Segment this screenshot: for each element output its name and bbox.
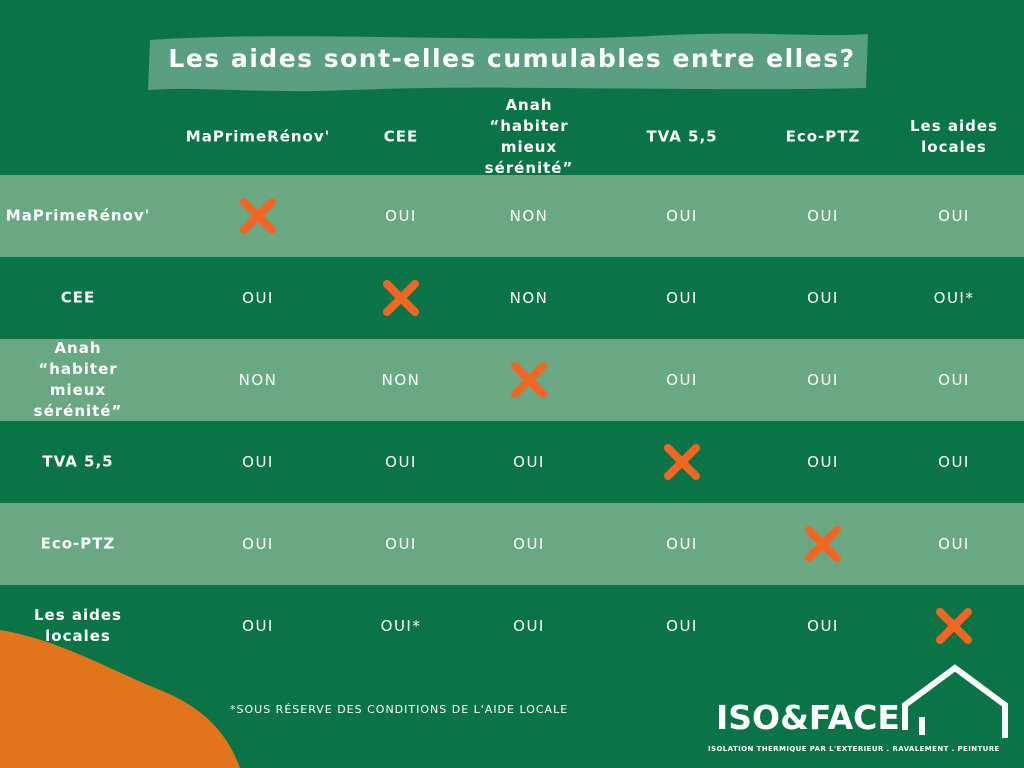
cell-value: OUI: [807, 617, 839, 635]
not-applicable-cross: [805, 526, 841, 562]
row-header: CEE: [60, 288, 96, 307]
cell-value: OUI: [666, 289, 698, 307]
cell-value: OUI: [385, 207, 417, 225]
table-row: [0, 585, 1024, 667]
footnote: *SOUS RÉSERVE DES CONDITIONS DE L'AIDE L…: [230, 703, 569, 716]
row-header: TVA 5,5: [42, 452, 114, 471]
cell-value: NON: [381, 371, 421, 389]
cell-value: OUI: [385, 535, 417, 553]
logo-tagline: ISOLATION THERMIQUE PAR L'EXTERIEUR . RA…: [708, 745, 1000, 753]
cell-value: OUI: [807, 207, 839, 225]
not-applicable-cross: [511, 362, 547, 398]
column-header: Anah “habiter mieux sérénité”: [484, 96, 574, 177]
table-row: [0, 503, 1024, 585]
cell-value: OUI: [807, 289, 839, 307]
table-row: [0, 339, 1024, 421]
cell-value: OUI: [242, 289, 274, 307]
cell-value: NON: [509, 289, 549, 307]
cell-value: OUI: [666, 371, 698, 389]
cell-value: OUI*: [380, 617, 422, 635]
cell-value: NON: [509, 207, 549, 225]
cell-value: OUI: [513, 617, 545, 635]
cell-value: OUI: [242, 453, 274, 471]
cell-value: OUI: [242, 535, 274, 553]
cell-value: OUI: [938, 535, 970, 553]
not-applicable-cross: [383, 280, 419, 316]
row-header: MaPrimeRénov': [5, 206, 151, 225]
logo-house: [902, 664, 1008, 738]
column-header: Eco-PTZ: [785, 127, 861, 146]
title-banner: [148, 33, 868, 92]
cell-value: OUI: [385, 453, 417, 471]
orange-blob: [0, 630, 240, 768]
not-applicable-cross: [664, 444, 700, 480]
cell-value: OUI: [938, 207, 970, 225]
column-header: TVA 5,5: [646, 127, 718, 146]
cell-value: NON: [238, 371, 278, 389]
table-row: [0, 421, 1024, 503]
row-header: Les aides locales: [34, 606, 122, 645]
not-applicable-cross: [936, 608, 972, 644]
cell-value: OUI: [513, 535, 545, 553]
cell-value: OUI: [807, 453, 839, 471]
not-applicable-cross: [240, 198, 276, 234]
cell-value: OUI: [666, 207, 698, 225]
cell-value: OUI: [513, 453, 545, 471]
cell-value: OUI: [242, 617, 274, 635]
cell-value: OUI: [938, 453, 970, 471]
cell-value: OUI: [938, 371, 970, 389]
row-header: Eco-PTZ: [40, 534, 116, 553]
title: Les aides sont-elles cumulables entre el…: [168, 44, 856, 73]
logo-name: ISO&FACE: [716, 698, 900, 737]
row-header: Anah “habiter mieux sérénité”: [33, 339, 123, 420]
table-row: [0, 175, 1024, 257]
column-header: Les aides locales: [910, 117, 998, 156]
cell-value: OUI: [666, 535, 698, 553]
cell-value: OUI: [666, 617, 698, 635]
cell-value: OUI*: [933, 289, 975, 307]
column-header: CEE: [383, 127, 419, 146]
column-header: MaPrimeRénov': [185, 127, 331, 146]
cell-value: OUI: [807, 371, 839, 389]
